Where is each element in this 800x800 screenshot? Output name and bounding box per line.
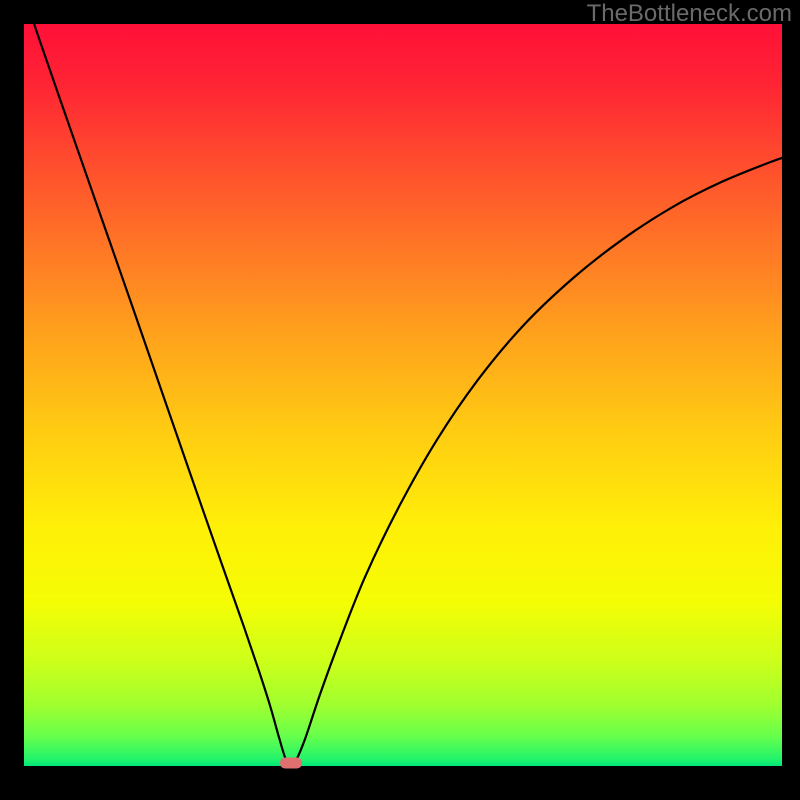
- vertex-marker: [280, 758, 302, 769]
- plot-area: [24, 24, 782, 766]
- chart-frame: TheBottleneck.com: [0, 0, 800, 800]
- bottleneck-curve: [24, 24, 782, 766]
- curve-layer: [24, 24, 782, 766]
